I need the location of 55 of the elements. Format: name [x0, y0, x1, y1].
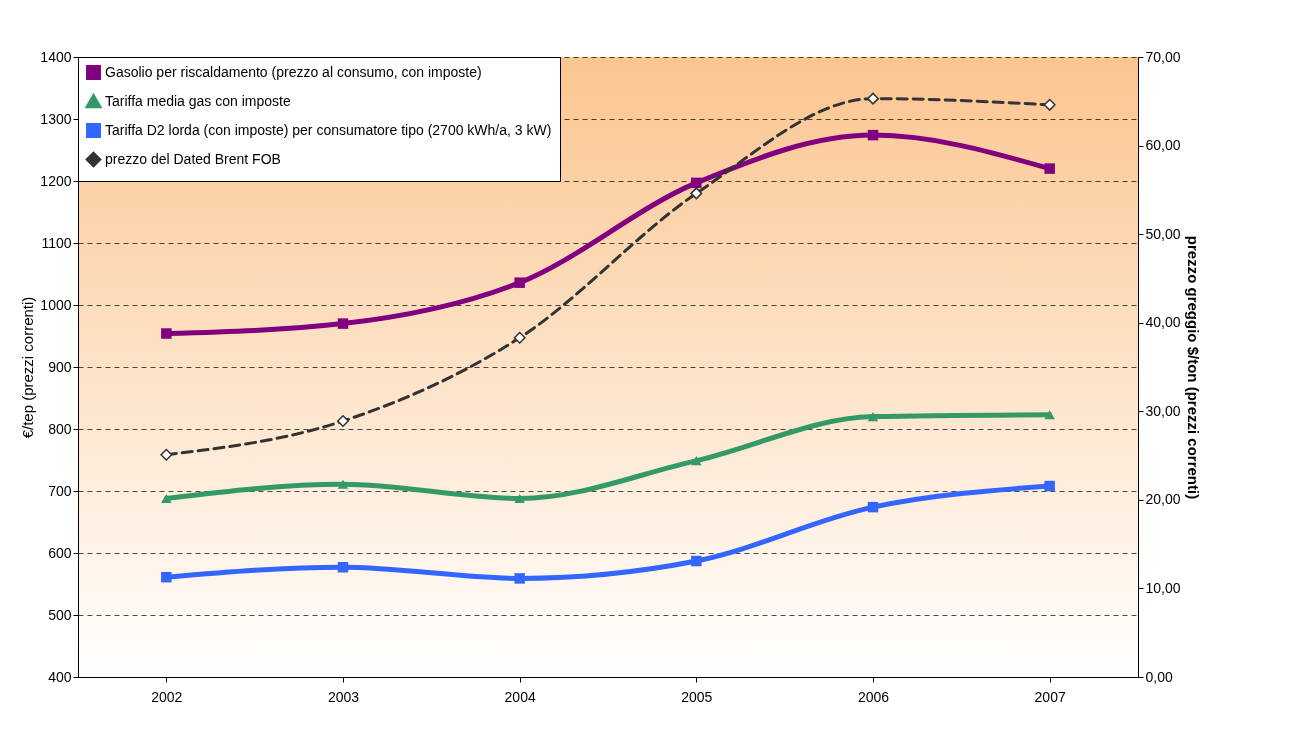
x-tick-label: 2003 — [327, 688, 360, 705]
x-tick-label: 2005 — [681, 688, 713, 705]
point — [161, 571, 172, 583]
y2-tick-label: 50,00 — [1145, 225, 1181, 242]
y-tick-label: 1100 — [41, 234, 72, 251]
y-tick-label: 1400 — [40, 48, 72, 65]
point — [161, 328, 172, 339]
y-tick-label: 1000 — [40, 296, 72, 313]
point — [514, 493, 525, 503]
y2-tick-label: 40,00 — [1145, 314, 1181, 331]
y-axis-title: €/tep (prezzi correnti) — [19, 296, 37, 439]
point — [514, 277, 525, 288]
y2-tick-label: 10,00 — [1145, 579, 1181, 596]
x-tick-label: 2004 — [504, 688, 536, 705]
point — [1044, 480, 1055, 492]
x-tick-label: 2002 — [151, 688, 183, 705]
point — [867, 129, 879, 141]
point — [160, 448, 173, 461]
point — [690, 187, 703, 200]
point — [867, 501, 879, 513]
point — [691, 456, 702, 466]
y2-tick-label: 60,00 — [1145, 137, 1181, 154]
point — [1044, 410, 1055, 420]
y2-axis-title: prezzo greggio $/ton (prezzi correnti) — [1184, 235, 1202, 500]
legend-label: Gasolio per riscaldamento (prezzo al consumo, con imposte) — [105, 63, 482, 80]
y-tick-label: 1300 — [40, 110, 72, 127]
point — [867, 412, 879, 422]
point — [337, 562, 349, 573]
point — [691, 177, 702, 189]
y-tick-label: 500 — [48, 606, 72, 623]
y-tick-label: 400 — [48, 668, 72, 685]
point — [337, 479, 349, 489]
y-tick-label: 1200 — [40, 172, 72, 189]
x-tick-label: 2006 — [857, 688, 890, 705]
y2-tick-label: 30,00 — [1145, 402, 1181, 419]
y-tick-label: 700 — [48, 482, 72, 499]
y2-tick-label: 0,00 — [1145, 668, 1173, 685]
y-tick-label: 800 — [48, 420, 72, 437]
point — [514, 573, 525, 584]
point — [337, 318, 349, 329]
point — [867, 92, 879, 105]
legend-label: Tariffa media gas con imposte — [105, 92, 291, 109]
legend-label: Tariffa D2 lorda (con imposte) per consumatore tipo (2700 kWh/a, 3 kW) — [105, 121, 552, 138]
x-tick-label: 2007 — [1034, 688, 1066, 705]
point — [691, 555, 702, 567]
y-tick-label: 900 — [48, 358, 72, 375]
y2-tick-label: 20,00 — [1145, 491, 1181, 508]
y-tick-label: 600 — [48, 544, 72, 561]
point — [1044, 163, 1055, 174]
point — [161, 493, 172, 503]
point — [337, 415, 349, 428]
y2-tick-label: 70,00 — [1145, 48, 1181, 65]
point — [513, 331, 526, 344]
point — [1043, 98, 1056, 111]
legend-label: prezzo del Dated Brent FOB — [105, 150, 281, 167]
